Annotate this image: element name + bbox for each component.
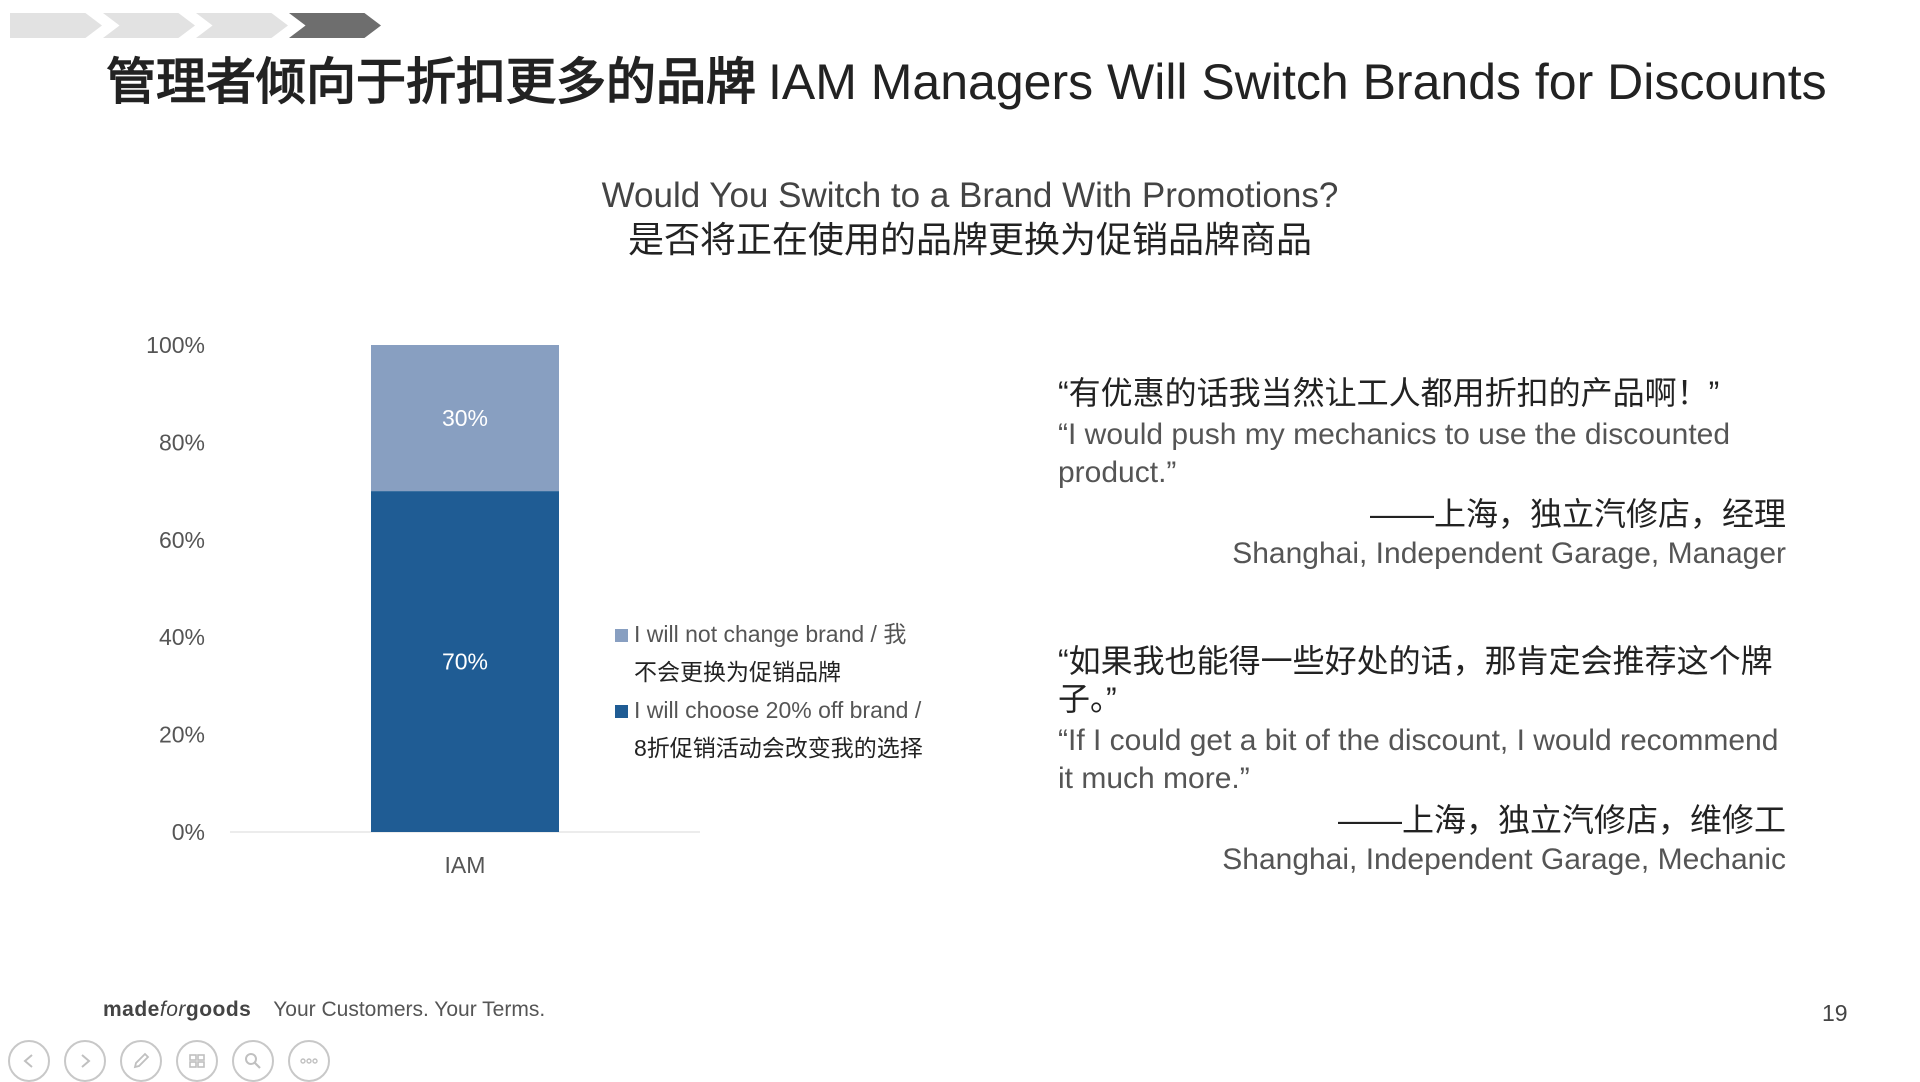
legend-item-not-change: I will not change brand / 我 不会更换为促销品牌 bbox=[612, 615, 952, 691]
quote-text-zh: “有优惠的话我当然让工人都用折扣的产品啊！” bbox=[1058, 375, 1720, 411]
more-icon bbox=[300, 1058, 318, 1064]
previous-button[interactable] bbox=[8, 1040, 50, 1082]
bar-chart: 0% 20% 40% 60% 80% 100% 70% 30% IAM bbox=[146, 332, 700, 878]
zoom-button[interactable] bbox=[232, 1040, 274, 1082]
brand-logo-made: made bbox=[103, 998, 160, 1021]
breadcrumb-step bbox=[103, 13, 195, 38]
y-tick-label: 60% bbox=[159, 527, 205, 553]
pen-button[interactable] bbox=[120, 1040, 162, 1082]
x-axis: IAM bbox=[445, 852, 486, 878]
quote-source-en: Shanghai, Independent Garage, Mechanic bbox=[1222, 843, 1786, 876]
page-number: 19 bbox=[1822, 1000, 1848, 1026]
quote-source-zh: ——上海，独立汽修店，维修工 bbox=[1337, 802, 1786, 838]
presentation-controls bbox=[8, 1040, 344, 1082]
pen-icon bbox=[133, 1052, 150, 1069]
legend-swatch bbox=[615, 629, 628, 642]
x-tick-label: IAM bbox=[445, 852, 486, 878]
chart-title-en: Would You Switch to a Brand With Promoti… bbox=[601, 176, 1339, 215]
y-axis: 0% 20% 40% 60% 80% 100% bbox=[146, 332, 205, 845]
chart-title: Would You Switch to a Brand With Promoti… bbox=[520, 174, 1420, 262]
next-icon bbox=[81, 1054, 91, 1068]
y-tick-label: 80% bbox=[159, 429, 205, 455]
breadcrumb-step bbox=[10, 13, 102, 38]
bar-data-label: 70% bbox=[442, 649, 488, 675]
chart-legend: I will not change brand / 我 不会更换为促销品牌 I … bbox=[612, 615, 952, 767]
footer: madeforgoods Your Customers. Your Terms. bbox=[103, 998, 545, 1022]
page-title-en: IAM Managers Will Switch Brands for Disc… bbox=[768, 54, 1827, 110]
brand-logo: madeforgoods bbox=[103, 998, 251, 1021]
breadcrumb-step-current bbox=[289, 13, 381, 38]
slides-icon bbox=[189, 1054, 205, 1068]
previous-icon bbox=[23, 1054, 33, 1068]
page-title-zh: 管理者倾向于折扣更多的品牌 bbox=[106, 54, 756, 110]
legend-label-zh: 8折促销活动会改变我的选择 bbox=[634, 735, 923, 761]
chart-title-zh: 是否将正在使用的品牌更换为促销品牌商品 bbox=[627, 219, 1312, 260]
y-tick-label: 20% bbox=[159, 722, 205, 748]
legend-swatch bbox=[615, 705, 628, 718]
y-tick-label: 40% bbox=[159, 624, 205, 650]
quote-mechanic: “如果我也能得一些好处的话，那肯定会推荐这个牌子。” “If I could g… bbox=[1058, 642, 1786, 880]
y-tick-label: 100% bbox=[146, 332, 205, 358]
bar-segment bbox=[371, 345, 559, 492]
page-title: 管理者倾向于折扣更多的品牌 IAM Managers Will Switch Br… bbox=[106, 50, 1856, 114]
legend-label-en: I will not change brand / 我 bbox=[634, 621, 907, 647]
next-button[interactable] bbox=[64, 1040, 106, 1082]
breadcrumb bbox=[10, 13, 382, 38]
bar-data-label: 30% bbox=[442, 405, 488, 431]
legend-label-en: I will choose 20% off brand / bbox=[634, 697, 922, 723]
quote-text-en: “If I could get a bit of the discount, I… bbox=[1058, 724, 1779, 795]
y-tick-label: 0% bbox=[172, 819, 205, 845]
quote-source-en: Shanghai, Independent Garage, Manager bbox=[1232, 537, 1786, 570]
breadcrumb-step bbox=[196, 13, 288, 38]
quote-text-en: “I would push my mechanics to use the di… bbox=[1058, 418, 1731, 489]
tagline: Your Customers. Your Terms. bbox=[273, 998, 546, 1021]
quote-source-zh: ——上海，独立汽修店，经理 bbox=[1369, 496, 1786, 532]
zoom-icon bbox=[245, 1053, 261, 1069]
brand-logo-goods: goods bbox=[185, 998, 252, 1021]
legend-label-zh: 不会更换为促销品牌 bbox=[634, 659, 841, 685]
legend-item-choose-discount: I will choose 20% off brand / 8折促销活动会改变我… bbox=[612, 691, 952, 767]
bars: 70% 30% bbox=[371, 345, 559, 832]
slides-button[interactable] bbox=[176, 1040, 218, 1082]
quote-text-zh: “如果我也能得一些好处的话，那肯定会推荐这个牌子。” bbox=[1058, 643, 1773, 717]
more-button[interactable] bbox=[288, 1040, 330, 1082]
brand-logo-for: for bbox=[159, 998, 186, 1021]
quote-manager: “有优惠的话我当然让工人都用折扣的产品啊！” “I would push my … bbox=[1058, 374, 1786, 574]
bar-segment bbox=[371, 491, 559, 832]
